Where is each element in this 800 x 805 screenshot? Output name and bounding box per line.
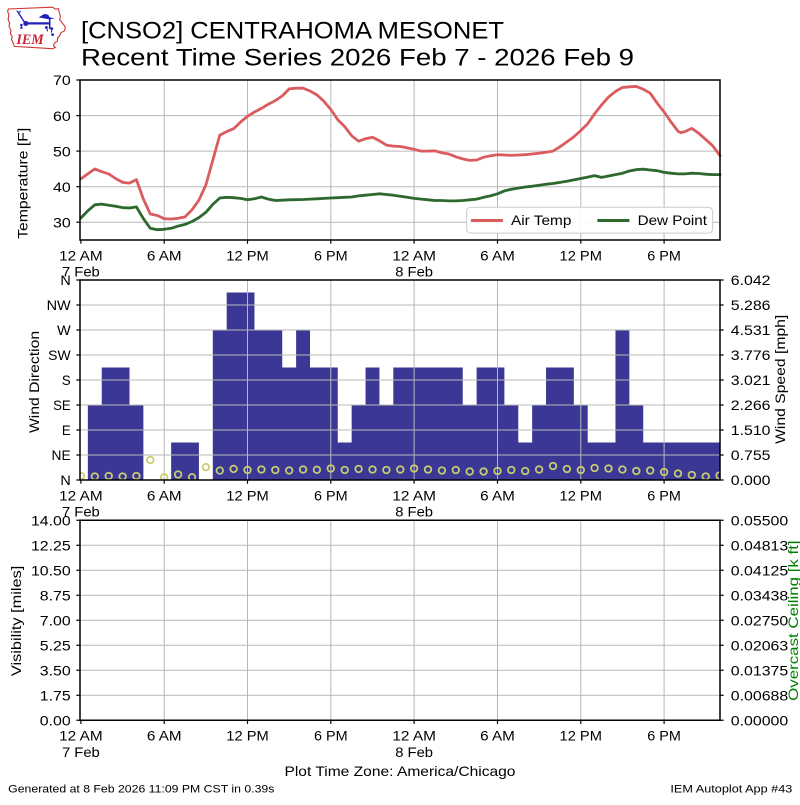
- svg-text:SE: SE: [53, 397, 71, 413]
- svg-text:12 AM: 12 AM: [392, 247, 436, 263]
- svg-text:12 PM: 12 PM: [226, 247, 268, 263]
- svg-text:N: N: [60, 272, 70, 288]
- svg-text:40: 40: [53, 179, 71, 195]
- svg-text:2.266: 2.266: [731, 397, 771, 413]
- svg-text:Wind Speed [mph]: Wind Speed [mph]: [772, 315, 788, 444]
- svg-text:6 PM: 6 PM: [314, 728, 348, 744]
- svg-text:0.755: 0.755: [731, 447, 771, 463]
- svg-text:12 AM: 12 AM: [392, 728, 436, 744]
- svg-text:6 PM: 6 PM: [647, 487, 681, 503]
- svg-text:7 Feb: 7 Feb: [62, 264, 100, 280]
- svg-text:12 PM: 12 PM: [226, 728, 268, 744]
- svg-text:50: 50: [53, 143, 71, 159]
- svg-text:12 PM: 12 PM: [226, 487, 268, 503]
- svg-text:0.03438: 0.03438: [731, 587, 789, 603]
- svg-text:0.01375: 0.01375: [731, 662, 789, 678]
- svg-text:0.00000: 0.00000: [731, 712, 789, 728]
- svg-text:IEM: IEM: [15, 32, 45, 48]
- svg-text:S: S: [62, 372, 71, 388]
- svg-text:8 Feb: 8 Feb: [395, 504, 433, 520]
- svg-text:8.75: 8.75: [40, 587, 71, 603]
- svg-text:Recent Time Series 2026 Feb 7: Recent Time Series 2026 Feb 7 - 2026 Feb…: [81, 44, 634, 71]
- svg-text:NE: NE: [52, 447, 71, 463]
- svg-text:6 AM: 6 AM: [147, 728, 182, 744]
- svg-text:Dew Point: Dew Point: [638, 212, 708, 228]
- svg-text:1.510: 1.510: [731, 422, 771, 438]
- svg-text:6 PM: 6 PM: [314, 247, 348, 263]
- svg-text:0.02063: 0.02063: [731, 637, 789, 653]
- svg-text:12 AM: 12 AM: [392, 487, 436, 503]
- svg-text:12.25: 12.25: [31, 537, 71, 553]
- svg-text:6 AM: 6 AM: [147, 247, 182, 263]
- svg-text:12 PM: 12 PM: [560, 247, 602, 263]
- svg-text:6.042: 6.042: [731, 272, 771, 288]
- svg-text:7 Feb: 7 Feb: [62, 744, 100, 760]
- svg-text:[CNSO2] CENTRAHOMA MESONET: [CNSO2] CENTRAHOMA MESONET: [81, 17, 504, 44]
- svg-text:Visibility [miles]: Visibility [miles]: [8, 566, 24, 677]
- svg-text:8 Feb: 8 Feb: [395, 264, 433, 280]
- svg-text:8 Feb: 8 Feb: [395, 744, 433, 760]
- svg-text:6 AM: 6 AM: [480, 487, 515, 503]
- svg-text:6 PM: 6 PM: [647, 728, 681, 744]
- svg-text:10.50: 10.50: [31, 562, 71, 578]
- svg-text:Temperature [F]: Temperature [F]: [14, 128, 30, 239]
- svg-text:Plot Time Zone: America/Chicag: Plot Time Zone: America/Chicago: [284, 763, 515, 779]
- svg-text:0.000: 0.000: [731, 472, 771, 488]
- svg-text:0.00: 0.00: [40, 712, 71, 728]
- svg-text:1.75: 1.75: [40, 687, 71, 703]
- svg-text:0.04125: 0.04125: [731, 562, 789, 578]
- svg-text:30: 30: [53, 214, 71, 230]
- svg-text:60: 60: [53, 108, 71, 124]
- svg-text:E: E: [62, 422, 71, 438]
- svg-text:14.00: 14.00: [31, 512, 71, 528]
- svg-text:6 AM: 6 AM: [147, 487, 182, 503]
- svg-text:Overcast Ceiling [k ft]: Overcast Ceiling [k ft]: [785, 540, 800, 701]
- svg-text:0.02750: 0.02750: [731, 612, 789, 628]
- svg-text:5.25: 5.25: [40, 637, 71, 653]
- svg-text:0.00688: 0.00688: [731, 687, 789, 703]
- svg-text:NW: NW: [47, 297, 72, 313]
- svg-text:7 Feb: 7 Feb: [62, 504, 100, 520]
- svg-text:3.776: 3.776: [731, 347, 771, 363]
- svg-text:12 PM: 12 PM: [560, 728, 602, 744]
- svg-text:N: N: [60, 472, 70, 488]
- svg-text:6 AM: 6 AM: [480, 247, 515, 263]
- svg-text:6 PM: 6 PM: [647, 247, 681, 263]
- svg-text:70: 70: [53, 72, 71, 88]
- svg-text:6 PM: 6 PM: [314, 487, 348, 503]
- svg-text:3.50: 3.50: [40, 662, 71, 678]
- svg-text:Generated at 8 Feb 2026 11:09: Generated at 8 Feb 2026 11:09 PM CST in …: [8, 784, 275, 796]
- svg-text:SW: SW: [48, 347, 71, 363]
- svg-text:4.531: 4.531: [731, 322, 771, 338]
- svg-text:7.00: 7.00: [40, 612, 71, 628]
- svg-text:0.05500: 0.05500: [731, 512, 789, 528]
- svg-text:6 AM: 6 AM: [480, 728, 515, 744]
- svg-text:Wind Direction: Wind Direction: [26, 331, 42, 433]
- svg-text:12 AM: 12 AM: [59, 487, 102, 503]
- svg-text:3.021: 3.021: [731, 372, 771, 388]
- svg-text:IEM Autoplot App #43: IEM Autoplot App #43: [670, 784, 792, 796]
- svg-text:W: W: [57, 322, 72, 338]
- svg-text:12 AM: 12 AM: [59, 247, 102, 263]
- svg-text:Air Temp: Air Temp: [511, 212, 572, 228]
- svg-text:12 PM: 12 PM: [560, 487, 602, 503]
- svg-text:0.04813: 0.04813: [731, 537, 789, 553]
- svg-text:5.286: 5.286: [731, 297, 771, 313]
- svg-text:12 AM: 12 AM: [59, 728, 102, 744]
